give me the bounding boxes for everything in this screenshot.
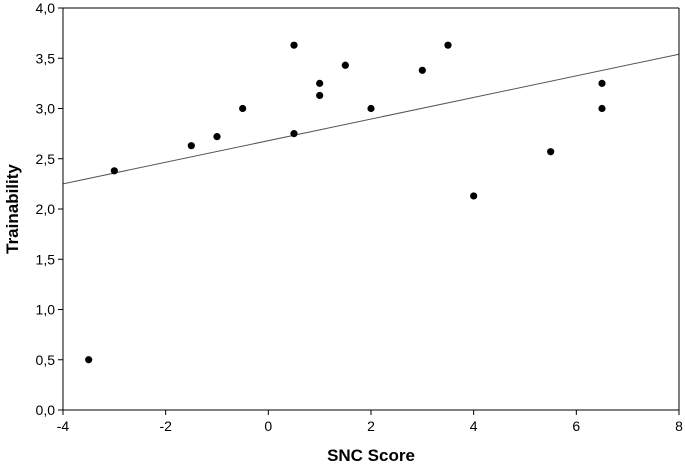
x-tick-label: -4 bbox=[57, 418, 70, 434]
data-point bbox=[547, 148, 555, 156]
y-tick-label: 3,5 bbox=[36, 50, 56, 66]
x-axis-title: SNC Score bbox=[327, 446, 415, 465]
data-point bbox=[316, 91, 324, 100]
y-tick-label: 4,0 bbox=[36, 0, 56, 16]
data-point bbox=[85, 356, 93, 364]
data-point bbox=[367, 104, 375, 113]
axes-layer bbox=[62, 7, 680, 411]
x-tick-label: 2 bbox=[367, 418, 375, 434]
x-tick-label: 0 bbox=[264, 418, 272, 434]
x-tick-label: 4 bbox=[470, 418, 478, 434]
x-tick-label: 8 bbox=[675, 418, 683, 434]
y-tick-label: 2,5 bbox=[36, 151, 56, 167]
y-tick-label: 0,5 bbox=[36, 352, 56, 368]
x-tick-label: -2 bbox=[159, 418, 172, 434]
data-point bbox=[239, 104, 247, 113]
data-point bbox=[470, 192, 478, 200]
y-ticks-layer: 0,0 0,5 1,0 1,5 2,0 2,5 3,0 3,5 4,0 bbox=[36, 0, 63, 418]
y-tick-label: 3,0 bbox=[36, 101, 56, 117]
y-axis-title: Trainability bbox=[3, 164, 22, 254]
trendline-layer bbox=[62, 53, 680, 185]
data-point bbox=[187, 142, 195, 150]
x-tick-label: 6 bbox=[572, 418, 580, 434]
data-point bbox=[444, 41, 452, 49]
data-point bbox=[598, 79, 606, 87]
data-point bbox=[316, 79, 324, 87]
y-tick-label: 2,0 bbox=[36, 201, 56, 217]
y-tick-label: 0,0 bbox=[36, 402, 56, 418]
points-layer bbox=[85, 41, 606, 364]
x-ticks-layer: -4 -2 0 2 4 6 8 bbox=[57, 410, 683, 434]
data-point bbox=[598, 104, 606, 113]
data-point bbox=[341, 61, 349, 69]
y-tick-label: 1,0 bbox=[36, 302, 56, 318]
data-point bbox=[110, 167, 118, 175]
data-point bbox=[290, 41, 298, 49]
data-point bbox=[290, 130, 298, 138]
data-point bbox=[418, 66, 426, 74]
data-point bbox=[213, 133, 221, 141]
y-tick-label: 1,5 bbox=[36, 251, 56, 267]
trendline bbox=[62, 53, 680, 185]
